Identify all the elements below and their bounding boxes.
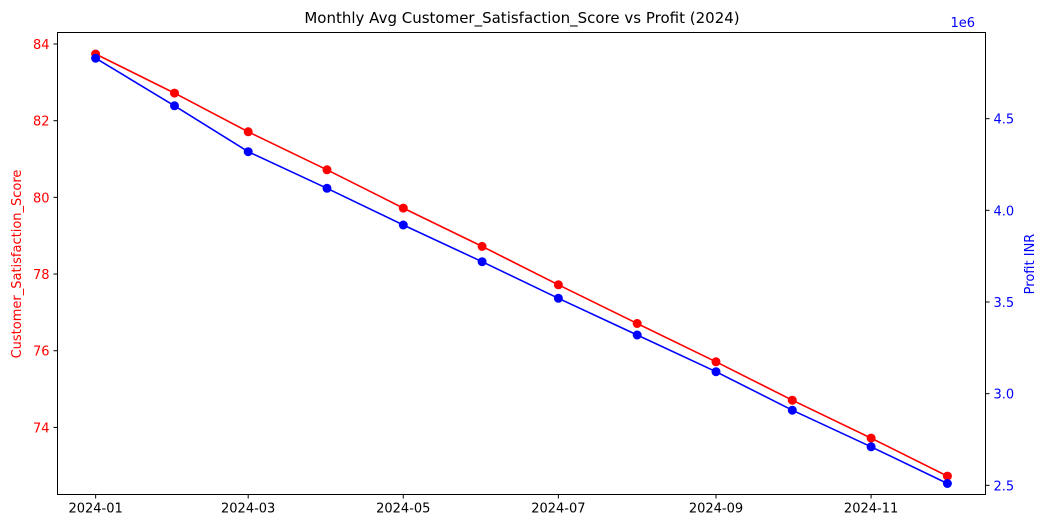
data-point-left xyxy=(787,395,797,405)
right-tick-label: 3.0 xyxy=(994,388,1015,403)
data-point-left xyxy=(866,433,876,443)
data-point-left xyxy=(170,88,179,98)
data-point-left xyxy=(711,357,721,367)
left-tick-label: 78 xyxy=(33,268,50,283)
left-axis-label: Customer_Satisfaction_Score xyxy=(10,170,25,359)
left-tick-label: 84 xyxy=(33,38,50,53)
x-tick-label: 2024-01 xyxy=(68,502,122,517)
data-point-right xyxy=(170,101,179,111)
right-tick-label: 3.5 xyxy=(994,296,1015,311)
data-point-left xyxy=(398,203,408,213)
data-point-right xyxy=(787,405,797,415)
data-point-left xyxy=(632,319,642,328)
data-point-right xyxy=(553,293,563,303)
series-line-left xyxy=(95,53,948,477)
data-point-right xyxy=(322,183,332,193)
plot-frame xyxy=(57,32,986,495)
data-point-right xyxy=(243,147,253,157)
x-tick-label: 2024-09 xyxy=(689,502,743,517)
x-tick-label: 2024-11 xyxy=(844,502,898,517)
data-point-right xyxy=(477,257,487,267)
data-point-right xyxy=(398,220,408,230)
x-tick-label: 2024-05 xyxy=(376,502,430,517)
right-tick-label: 2.5 xyxy=(994,479,1015,494)
right-axis-offset-text: 1e6 xyxy=(950,16,975,31)
x-tick-label: 2024-03 xyxy=(221,502,275,517)
right-tick-label: 4.0 xyxy=(994,204,1015,219)
series-line-right xyxy=(95,57,948,485)
data-point-left xyxy=(243,127,253,137)
chart-title: Monthly Avg Customer_Satisfaction_Score … xyxy=(304,9,739,28)
right-tick-label: 4.5 xyxy=(994,113,1015,128)
data-point-left xyxy=(942,471,952,481)
data-point-left xyxy=(553,280,563,290)
data-point-right xyxy=(942,479,952,488)
data-point-left xyxy=(322,165,332,175)
left-tick-label: 76 xyxy=(33,345,50,360)
data-point-left xyxy=(477,241,487,251)
left-tick-label: 82 xyxy=(33,115,50,130)
data-point-right xyxy=(711,367,721,377)
plot-layer: 2024-01 2024-03 2024-05 2024-07 2024-09 2024-… xyxy=(33,38,1014,516)
data-point-right xyxy=(866,442,876,452)
left-tick-label: 74 xyxy=(33,421,50,436)
right-axis-label: Profit INR xyxy=(1023,234,1038,295)
data-point-right xyxy=(91,53,101,63)
data-point-right xyxy=(632,330,642,340)
left-tick-label: 80 xyxy=(33,191,50,206)
x-tick-label: 2024-07 xyxy=(531,502,585,517)
